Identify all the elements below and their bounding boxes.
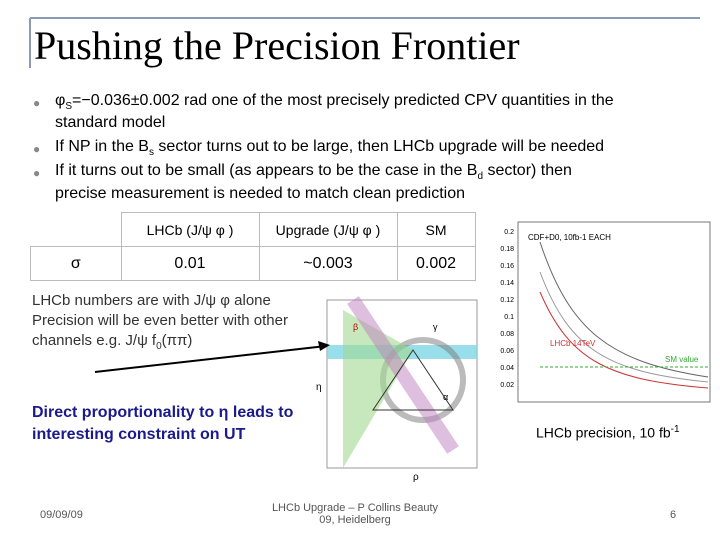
y-tick-label: 0.06 [500,348,514,355]
y-tick-label: 0.04 [500,365,514,372]
y-tick-label: 0.12 [500,297,514,304]
y-tick-label: 0.18 [500,246,514,253]
note: Precision will be even better with other [32,312,288,329]
bullet: If NP in the Bs sector turns out to be l… [55,138,605,159]
title: Pushing the Precision Frontier [34,23,520,68]
td: 0.002 [396,246,476,281]
bullet: precise measurement is needed to match c… [55,185,465,202]
bullet: If it turns out to be small (as appears … [55,162,572,183]
bullet: φS=−0.036±0.002 rad one of the most prec… [55,92,614,113]
constraint: Direct proportionality to η leads to [32,404,294,421]
constraint: interesting constraint on UT [32,426,246,443]
bullet-dot: ● [33,142,41,156]
td: σ [30,246,122,281]
note: channels e.g. J/ψ f0(ππ) [32,332,193,352]
label: η [316,382,322,393]
td: 0.01 [120,246,260,281]
label: ρ [413,472,419,482]
y-tick-label: 0.08 [500,331,514,338]
note: LHCb numbers are with J/ψ φ alone [32,292,271,309]
footer-page: 6 [670,509,677,521]
bullet: standard model [55,114,166,131]
td: ~0.003 [258,246,398,281]
y-tick-label: 0.02 [500,382,514,389]
label: β [353,322,358,332]
precision-figure: 0.2 0.18 0.16 0.14 0.12 0.1 0.08 0.06 0.04 0.02 C… [500,221,711,403]
ut-figure: β γ α ρ η [316,296,478,482]
label: γ [433,322,438,332]
th: Upgrade (J/ψ φ ) [258,212,398,247]
footer-date: 09/09/09 [40,509,83,521]
y-tick-label: 0.14 [500,280,514,287]
y-tick-label: 0.2 [504,229,514,236]
footer-center: LHCb Upgrade – P Collins Beauty 09, Heide… [271,502,439,526]
bullet-dot: ● [33,96,41,110]
th: LHCb (J/ψ φ ) [120,212,260,247]
y-tick-label: 0.16 [500,263,514,270]
label: LHCb 14TeV [550,339,596,348]
caption: LHCb precision, 10 fb-1 [536,424,680,441]
label: α [443,392,448,402]
y-tick-label: 0.1 [504,314,514,321]
table: LHCb (J/ψ φ ) Upgrade (J/ψ φ ) SM σ 0.01… [30,212,476,281]
bullet-dot: ● [33,166,41,180]
label: SM value [665,355,699,364]
label: CDF+D0, 10fb-1 EACH [528,233,611,242]
th: SM [396,212,476,247]
